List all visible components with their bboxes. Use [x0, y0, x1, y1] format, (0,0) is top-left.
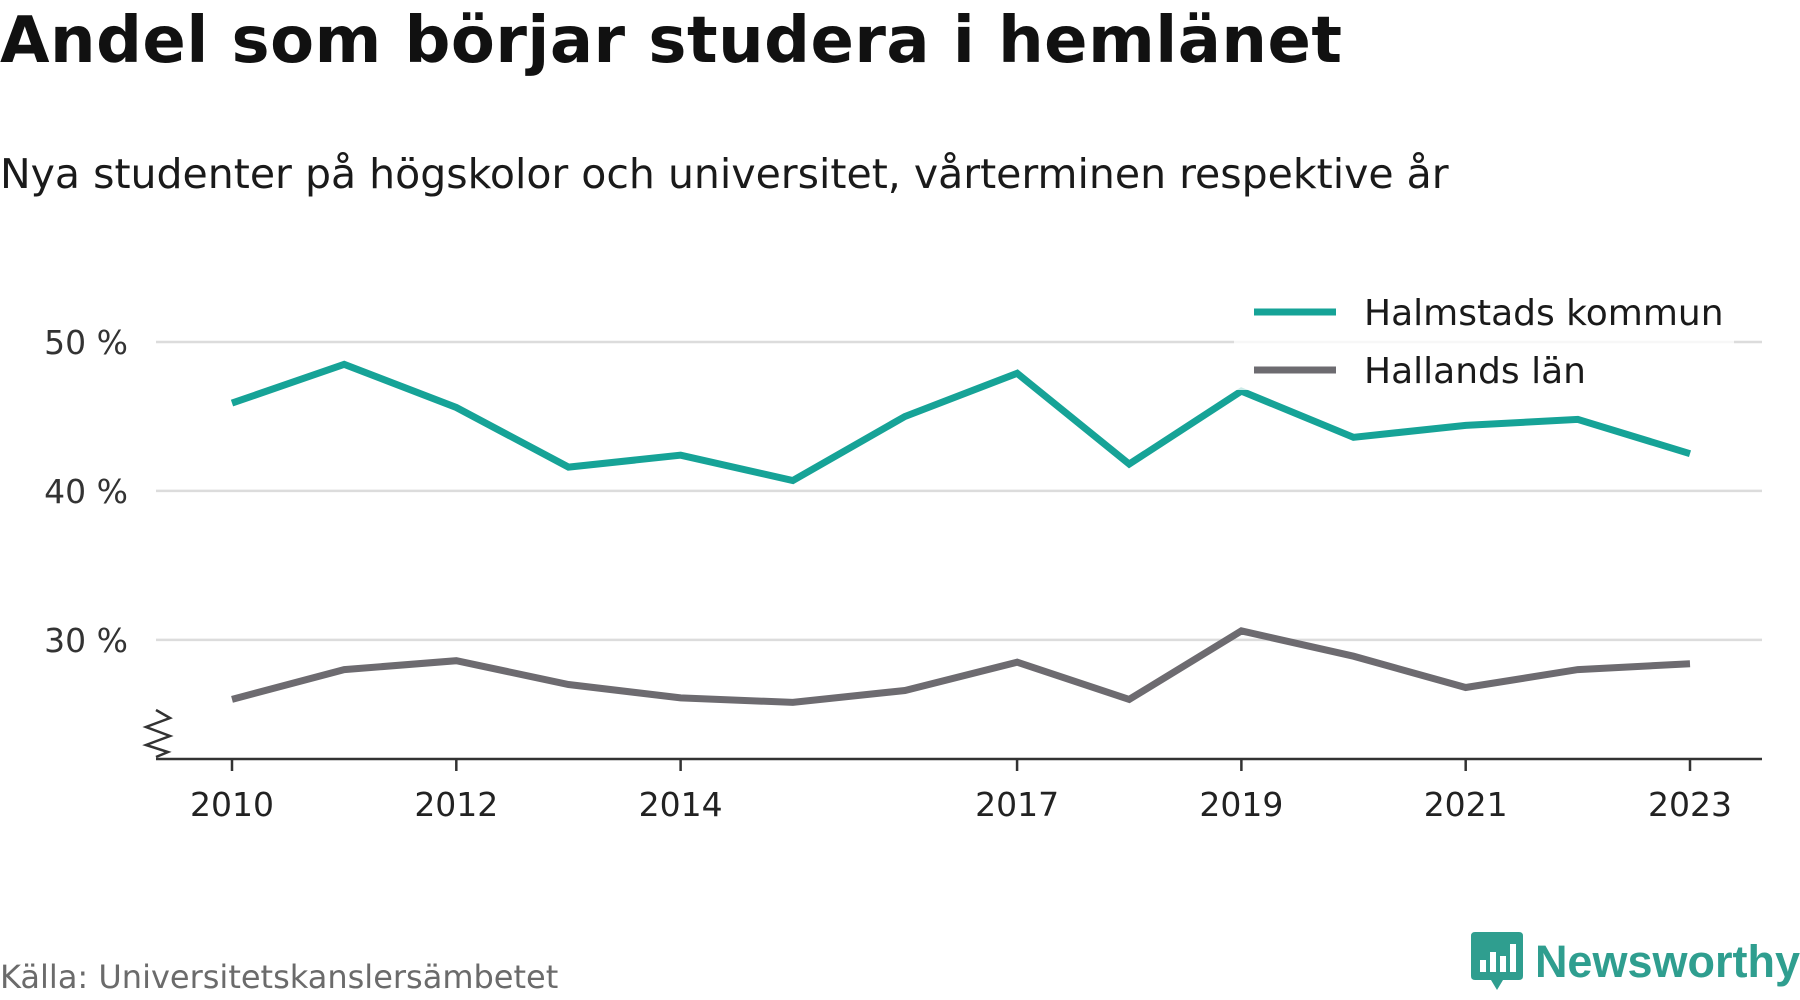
y-tick-label: 50 % — [44, 323, 128, 362]
source-note: Källa: Universitetskanslersämbetet — [0, 958, 559, 996]
x-axis: 2010 2012 2014 2017 2019 2021 2023 — [156, 757, 1762, 824]
brand-name: Newsworthy — [1534, 936, 1800, 987]
y-tick-label: 30 % — [44, 621, 128, 660]
series-line-1 — [231, 627, 1691, 706]
chart-subtitle: Nya studenter på högskolor och universit… — [0, 150, 1449, 198]
brand-logo: Newsworthy — [1470, 932, 1800, 992]
x-tick-label: 2023 — [1648, 785, 1732, 824]
x-tick-label: 2010 — [190, 785, 274, 824]
line-chart: 2010 2012 2014 2017 2019 2021 2023 50 % 40 % 30 … — [44, 260, 1762, 824]
y-tick-label: 40 % — [44, 472, 128, 511]
legend: Halmstads kommun Hallands län — [1234, 260, 1734, 392]
newsworthy-logo-icon — [1470, 932, 1523, 990]
x-tick-label: 2014 — [639, 785, 723, 824]
axis-break-icon — [142, 708, 174, 759]
x-tick-label: 2021 — [1424, 785, 1508, 824]
axis-break-icon — [142, 708, 174, 759]
series-lines — [230, 360, 1692, 706]
series-line-0 — [230, 360, 1692, 485]
legend-label: Halmstads kommun — [1364, 293, 1724, 334]
legend-label: Hallands län — [1364, 351, 1586, 392]
x-tick-label: 2017 — [975, 785, 1059, 824]
x-tick-label: 2012 — [414, 785, 498, 824]
chart-title: Andel som börjar studera i hemlänet — [0, 4, 1343, 78]
x-tick-label: 2019 — [1199, 785, 1283, 824]
y-axis: 50 % 40 % 30 % — [44, 323, 128, 660]
